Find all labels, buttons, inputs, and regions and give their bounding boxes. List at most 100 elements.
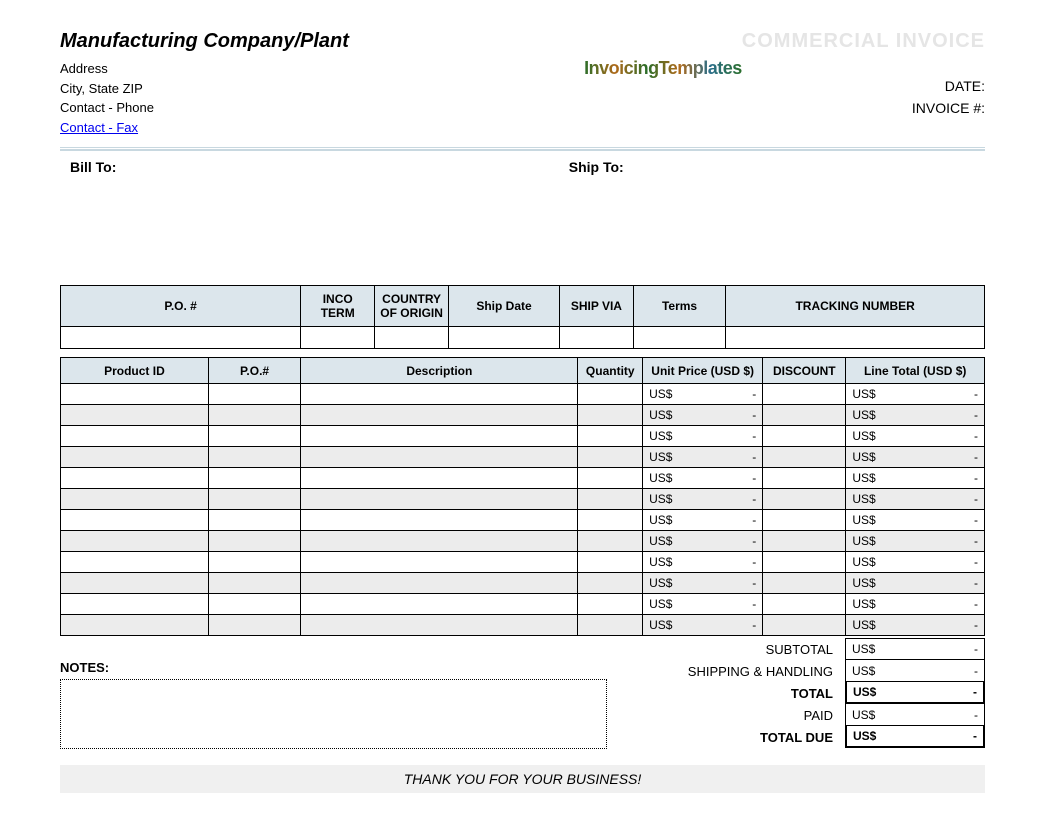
table-cell[interactable] — [763, 405, 846, 426]
notes-box[interactable] — [60, 679, 607, 749]
meta-data-cell[interactable] — [61, 327, 301, 349]
table-cell[interactable]: US$- — [643, 615, 763, 636]
table-cell[interactable]: US$- — [846, 573, 985, 594]
table-cell[interactable] — [578, 384, 643, 405]
table-cell[interactable] — [763, 468, 846, 489]
table-cell[interactable] — [301, 468, 578, 489]
table-cell[interactable] — [61, 405, 209, 426]
currency-label: US$ — [649, 471, 672, 485]
table-cell[interactable]: US$- — [846, 615, 985, 636]
table-cell[interactable]: US$- — [846, 384, 985, 405]
meta-data-cell[interactable] — [726, 327, 985, 349]
table-cell[interactable] — [301, 426, 578, 447]
currency-label: US$ — [852, 534, 875, 548]
table-cell[interactable] — [763, 447, 846, 468]
table-cell[interactable] — [763, 510, 846, 531]
meta-data-cell[interactable] — [449, 327, 560, 349]
table-cell[interactable] — [208, 552, 300, 573]
company-contact-fax-link[interactable]: Contact - Fax — [60, 120, 138, 135]
table-cell[interactable]: US$- — [643, 531, 763, 552]
table-cell[interactable] — [61, 468, 209, 489]
table-cell[interactable]: US$- — [846, 468, 985, 489]
table-cell[interactable] — [61, 489, 209, 510]
date-label: DATE: — [742, 75, 985, 97]
table-cell[interactable] — [578, 594, 643, 615]
currency-label: US$ — [852, 597, 875, 611]
meta-data-cell[interactable] — [375, 327, 449, 349]
table-cell[interactable] — [763, 615, 846, 636]
meta-data-cell[interactable] — [633, 327, 725, 349]
table-cell[interactable] — [301, 447, 578, 468]
table-cell[interactable] — [208, 531, 300, 552]
table-cell[interactable]: US$- — [643, 510, 763, 531]
table-cell[interactable]: US$- — [643, 384, 763, 405]
table-cell[interactable]: US$- — [846, 510, 985, 531]
table-cell[interactable] — [763, 384, 846, 405]
table-cell[interactable] — [578, 552, 643, 573]
table-cell[interactable] — [61, 426, 209, 447]
table-cell[interactable] — [578, 489, 643, 510]
table-cell[interactable] — [578, 573, 643, 594]
summary-label: SUBTOTAL — [617, 642, 845, 657]
table-cell[interactable] — [301, 489, 578, 510]
table-cell[interactable] — [578, 615, 643, 636]
table-cell[interactable] — [578, 468, 643, 489]
table-cell[interactable] — [208, 615, 300, 636]
header: Manufacturing Company/Plant Address City… — [60, 30, 985, 137]
table-cell[interactable] — [61, 573, 209, 594]
table-cell[interactable] — [301, 594, 578, 615]
table-cell[interactable] — [578, 531, 643, 552]
table-cell[interactable] — [61, 510, 209, 531]
table-cell[interactable] — [301, 405, 578, 426]
table-cell[interactable]: US$- — [846, 426, 985, 447]
table-cell[interactable] — [208, 573, 300, 594]
table-cell[interactable] — [301, 384, 578, 405]
table-cell[interactable] — [763, 552, 846, 573]
table-cell[interactable]: US$- — [846, 405, 985, 426]
table-cell[interactable] — [61, 384, 209, 405]
table-cell[interactable] — [61, 531, 209, 552]
table-cell[interactable]: US$- — [643, 447, 763, 468]
table-cell[interactable] — [578, 447, 643, 468]
table-cell[interactable]: US$- — [846, 531, 985, 552]
table-cell[interactable] — [578, 426, 643, 447]
table-cell[interactable] — [578, 510, 643, 531]
currency-label: US$ — [649, 576, 672, 590]
table-cell[interactable] — [61, 594, 209, 615]
table-cell[interactable] — [208, 594, 300, 615]
table-cell[interactable] — [208, 405, 300, 426]
table-cell[interactable]: US$- — [643, 405, 763, 426]
table-cell[interactable]: US$- — [643, 594, 763, 615]
table-cell[interactable] — [301, 552, 578, 573]
table-cell[interactable] — [763, 426, 846, 447]
table-cell[interactable] — [301, 510, 578, 531]
table-cell[interactable] — [208, 489, 300, 510]
table-cell[interactable]: US$- — [643, 573, 763, 594]
table-cell[interactable] — [301, 531, 578, 552]
table-cell[interactable]: US$- — [643, 552, 763, 573]
table-cell[interactable] — [208, 468, 300, 489]
table-cell[interactable] — [763, 594, 846, 615]
meta-data-cell[interactable] — [559, 327, 633, 349]
table-cell[interactable] — [208, 426, 300, 447]
table-cell[interactable] — [763, 573, 846, 594]
table-cell[interactable]: US$- — [643, 426, 763, 447]
table-cell[interactable] — [61, 552, 209, 573]
table-cell[interactable]: US$- — [846, 489, 985, 510]
table-cell[interactable] — [61, 615, 209, 636]
meta-data-cell[interactable] — [301, 327, 375, 349]
table-cell[interactable]: US$- — [846, 447, 985, 468]
table-cell[interactable] — [208, 384, 300, 405]
table-cell[interactable] — [578, 405, 643, 426]
table-cell[interactable] — [61, 447, 209, 468]
table-cell[interactable] — [301, 573, 578, 594]
table-cell[interactable]: US$- — [643, 468, 763, 489]
table-cell[interactable] — [208, 447, 300, 468]
table-cell[interactable] — [763, 531, 846, 552]
table-cell[interactable]: US$- — [643, 489, 763, 510]
table-cell[interactable] — [301, 615, 578, 636]
table-cell[interactable] — [208, 510, 300, 531]
table-cell[interactable]: US$- — [846, 552, 985, 573]
table-cell[interactable]: US$- — [846, 594, 985, 615]
table-cell[interactable] — [763, 489, 846, 510]
